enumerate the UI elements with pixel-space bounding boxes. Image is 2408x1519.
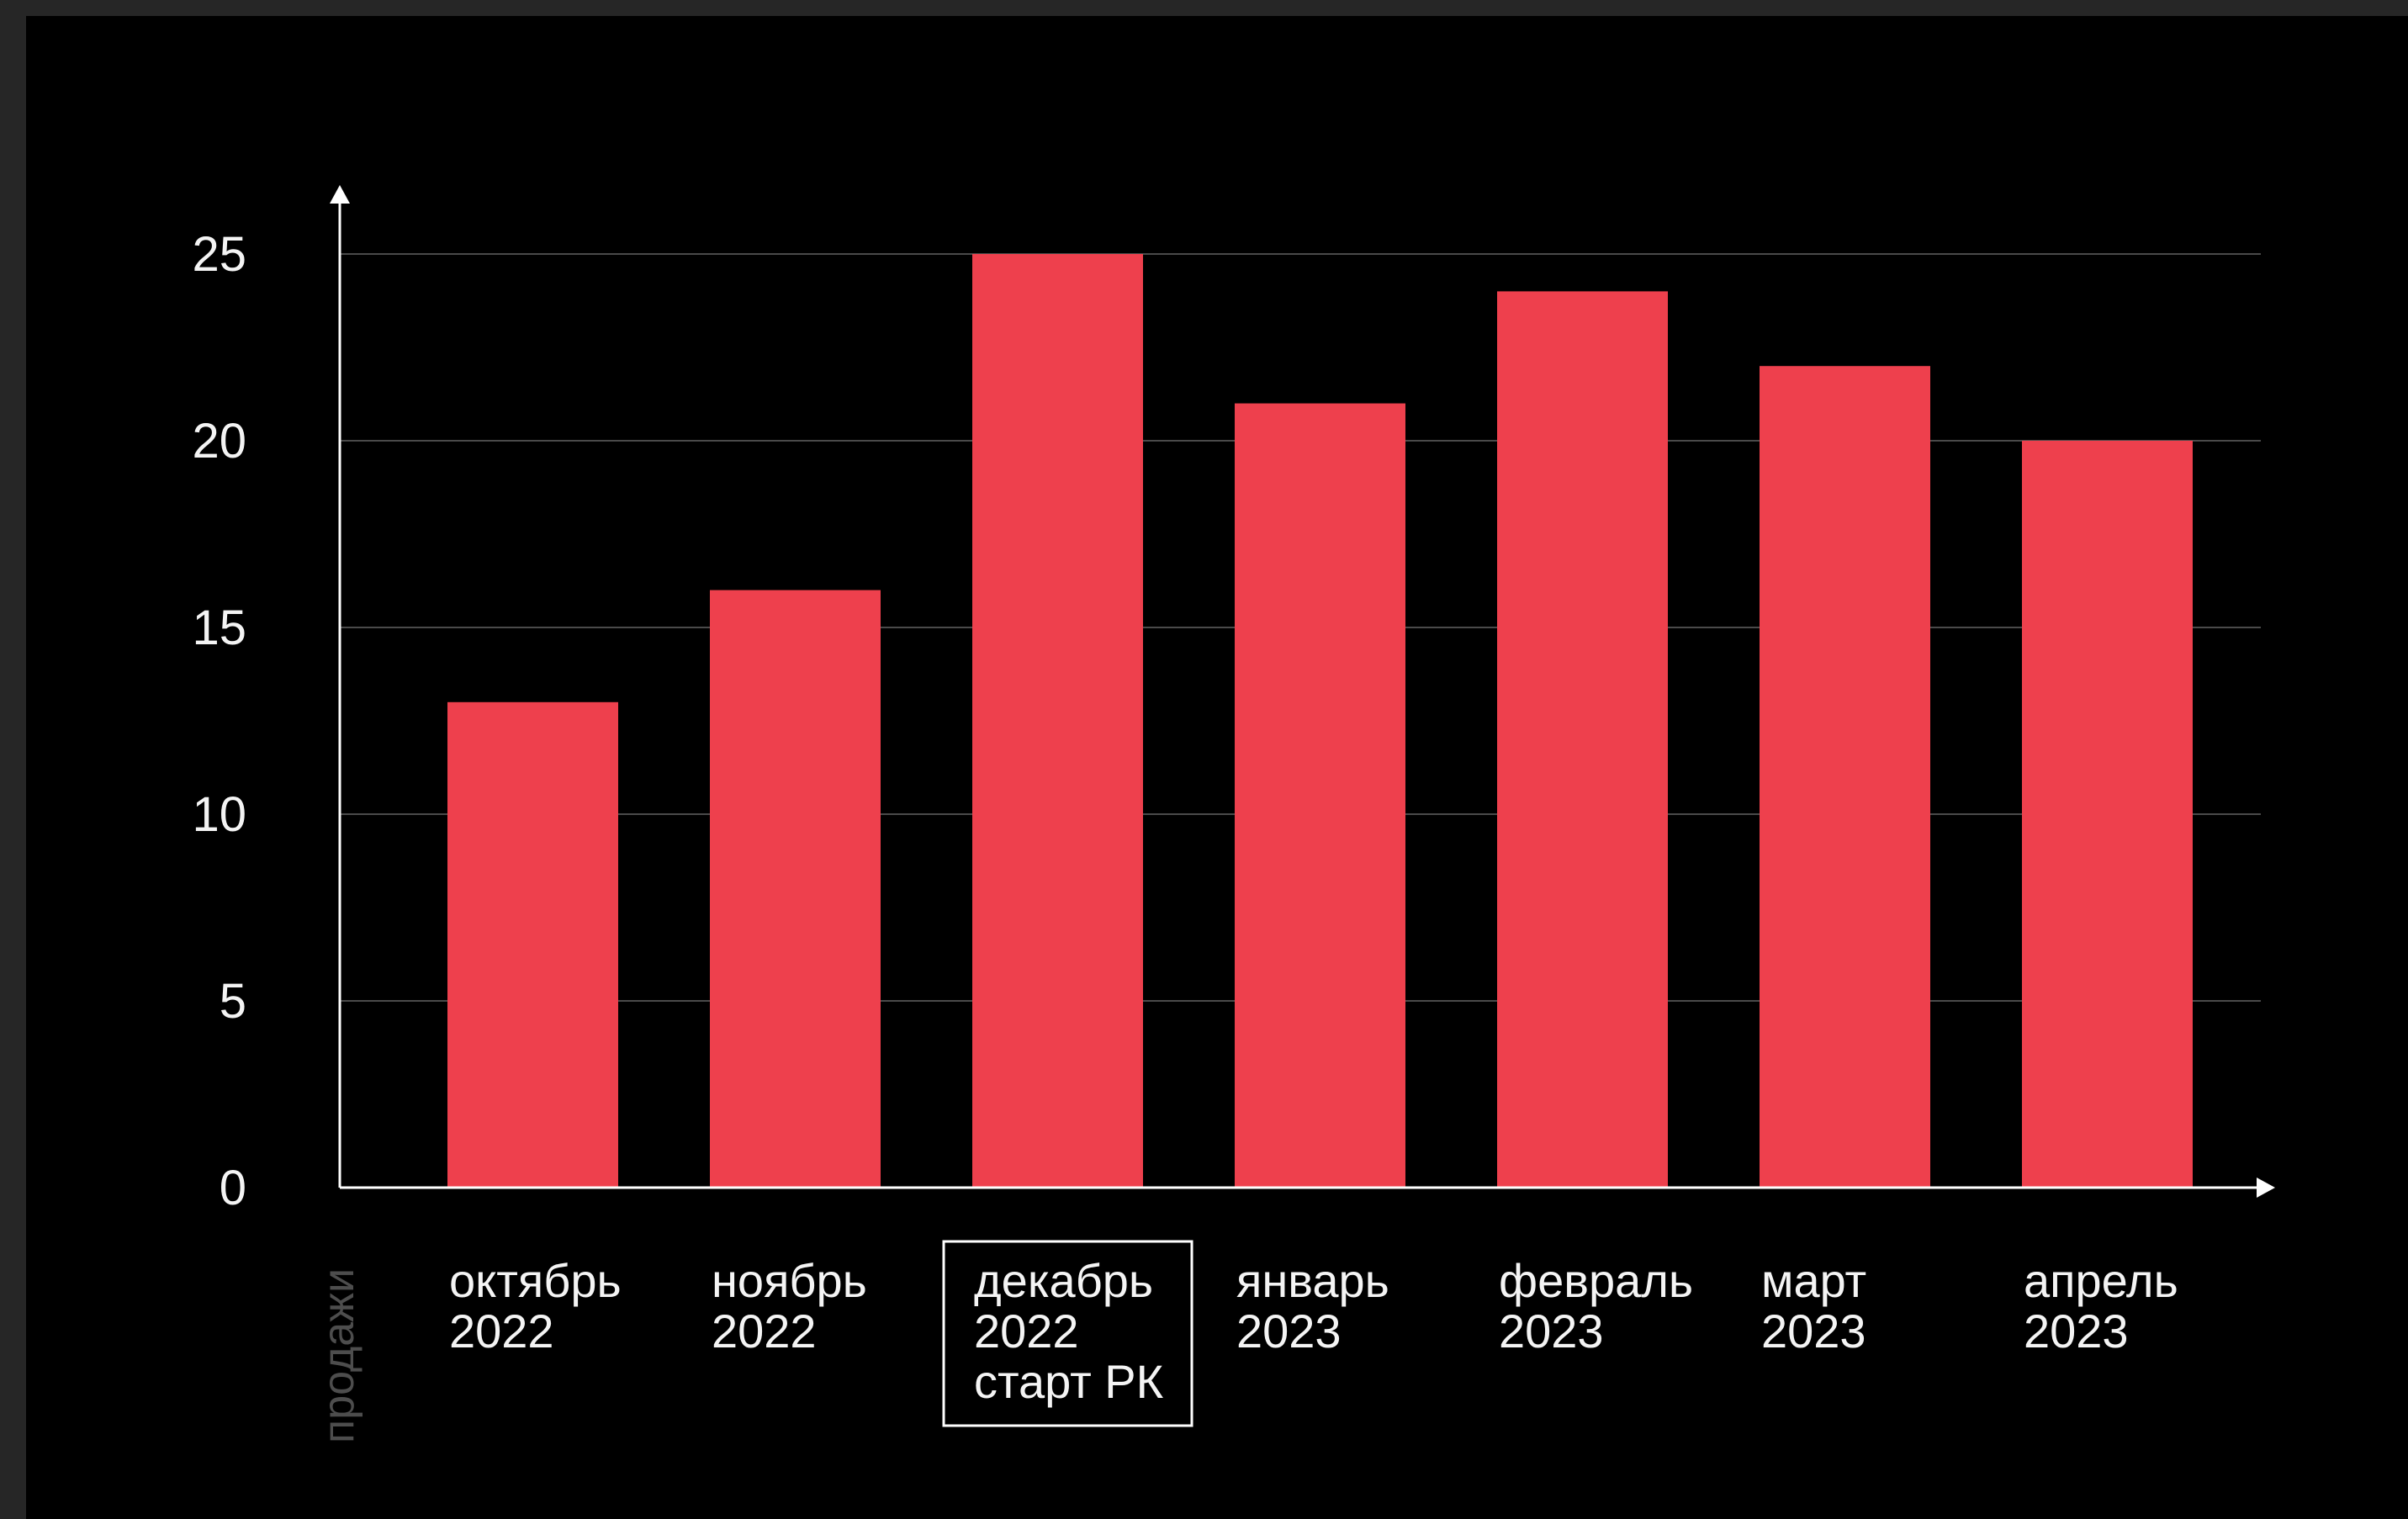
x-category-label: 2022 — [974, 1305, 1079, 1358]
x-category-label: 2022 — [712, 1305, 817, 1358]
x-axis-arrow — [2257, 1178, 2275, 1198]
y-tick-label: 0 — [220, 1161, 246, 1215]
highlight-box — [942, 1240, 1193, 1427]
x-category-label: январь — [1236, 1254, 1389, 1307]
bar — [2022, 441, 2193, 1188]
x-category-label: 2023 — [1236, 1305, 1342, 1358]
x-category-label: апрель — [2024, 1254, 2178, 1307]
bar — [447, 701, 618, 1188]
bar — [1235, 403, 1405, 1188]
x-category-label: 2022 — [449, 1305, 554, 1358]
x-category-label: ноябрь — [712, 1254, 867, 1307]
chart-artboard — [26, 16, 2408, 1519]
y-axis-title: продажи — [315, 1268, 363, 1443]
bar — [710, 590, 881, 1188]
y-tick-label: 15 — [192, 601, 246, 655]
bar — [1760, 366, 1930, 1188]
y-tick-label: 25 — [192, 227, 246, 282]
y-tick-label: 5 — [220, 974, 246, 1029]
x-category-label: октябрь — [449, 1254, 622, 1307]
x-category-label: 2023 — [2024, 1305, 2129, 1358]
x-category-label: 2023 — [1499, 1305, 1604, 1358]
y-tick-label: 10 — [192, 787, 246, 842]
x-category-label: старт РК — [974, 1355, 1164, 1408]
bar — [1497, 291, 1668, 1188]
x-category-label: декабрь — [974, 1254, 1153, 1307]
x-category-label: февраль — [1499, 1254, 1693, 1307]
bar — [972, 254, 1143, 1188]
y-tick-label: 20 — [192, 414, 246, 468]
x-category-label: 2023 — [1761, 1305, 1866, 1358]
x-category-label: март — [1761, 1254, 1866, 1307]
y-axis-arrow — [330, 185, 350, 204]
